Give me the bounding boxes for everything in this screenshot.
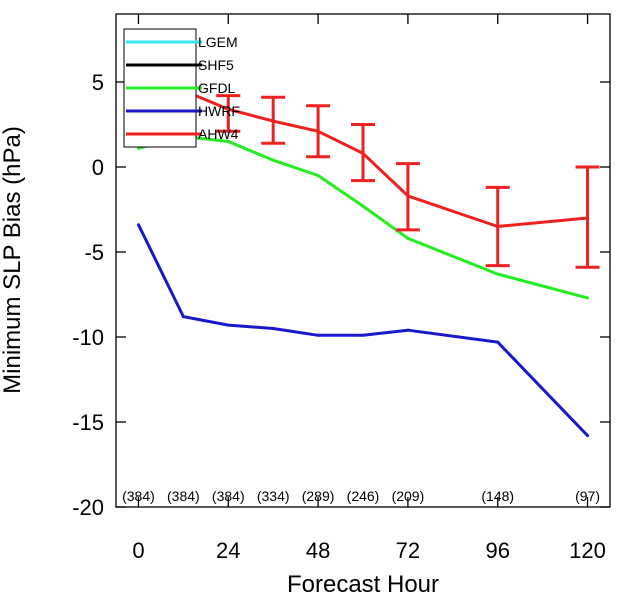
sample-count-label: (334) bbox=[257, 488, 290, 504]
legend-label-lgem: LGEM bbox=[198, 34, 238, 50]
data-point-hwrf bbox=[271, 327, 275, 330]
x-tick-label: 96 bbox=[485, 538, 509, 563]
y-axis-title: Minimum SLP Bias (hPa) bbox=[0, 126, 26, 394]
sample-count-label: (148) bbox=[481, 488, 514, 504]
data-point-hwrf bbox=[316, 333, 320, 337]
sample-count-label: (97) bbox=[575, 488, 600, 504]
sample-count-label: (384) bbox=[212, 488, 245, 504]
data-point-hwrf bbox=[361, 333, 365, 337]
sample-count-label: (384) bbox=[167, 488, 200, 504]
error-bar-ahw4 bbox=[485, 185, 510, 268]
axis-ticks: 0 24 48 72 96 120 5 0 -5 -10 -15 -20 bbox=[72, 14, 610, 563]
data-point-hwrf bbox=[226, 323, 230, 327]
data-point-hwrf bbox=[496, 340, 500, 344]
y-tick-label: 0 bbox=[92, 155, 104, 180]
x-tick-label: 120 bbox=[569, 538, 606, 563]
legend: LGEM SHF5 GFDL HWRF AHW4 bbox=[123, 28, 240, 148]
sample-count-labels: (384) (384) (384) (334) (289) (246) (209) (148)… bbox=[122, 488, 600, 504]
data-point-hwrf bbox=[406, 328, 410, 332]
data-point-gfdl bbox=[361, 204, 365, 208]
series-line-hwrf bbox=[137, 224, 589, 437]
data-point-gfdl bbox=[271, 158, 275, 162]
sample-count-label: (209) bbox=[392, 488, 425, 504]
data-point-gfdl bbox=[316, 174, 320, 177]
error-bar-ahw4 bbox=[306, 104, 331, 159]
sample-count-label: (384) bbox=[122, 488, 155, 504]
error-bar-ahw4 bbox=[575, 165, 600, 269]
x-tick-label: 0 bbox=[132, 538, 144, 563]
x-tick-label: 72 bbox=[396, 538, 420, 563]
legend-label-ahw4: AHW4 bbox=[198, 126, 239, 142]
sample-count-label: (289) bbox=[302, 488, 335, 504]
data-point-gfdl bbox=[226, 140, 230, 143]
data-point-gfdl bbox=[496, 272, 500, 276]
data-point-hwrf bbox=[136, 223, 140, 227]
error-bar-ahw4 bbox=[395, 162, 420, 232]
y-tick-label: -20 bbox=[72, 495, 104, 520]
y-tick-label: -15 bbox=[72, 410, 104, 435]
error-bar-ahw4 bbox=[216, 94, 241, 133]
legend-label-gfdl: GFDL bbox=[198, 80, 236, 96]
x-tick-label: 24 bbox=[216, 538, 240, 563]
x-axis-title: Forecast Hour bbox=[287, 571, 439, 598]
data-point-hwrf bbox=[181, 315, 185, 319]
legend-label-shf5: SHF5 bbox=[198, 57, 234, 73]
y-tick-label: -5 bbox=[84, 240, 104, 265]
y-tick-label: 5 bbox=[92, 70, 104, 95]
data-point-hwrf bbox=[586, 434, 590, 438]
data-point-gfdl bbox=[406, 236, 410, 240]
error-bar-ahw4 bbox=[351, 123, 375, 183]
data-point-gfdl bbox=[136, 146, 140, 150]
sample-count-label: (246) bbox=[347, 488, 380, 504]
legend-label-hwrf: HWRF bbox=[198, 103, 240, 119]
data-point-gfdl bbox=[586, 296, 590, 300]
y-tick-label: -10 bbox=[72, 325, 104, 350]
series-layer bbox=[126, 66, 600, 438]
error-bar-ahw4 bbox=[261, 95, 286, 145]
plot-frame bbox=[115, 13, 611, 508]
x-tick-label: 48 bbox=[306, 538, 330, 563]
